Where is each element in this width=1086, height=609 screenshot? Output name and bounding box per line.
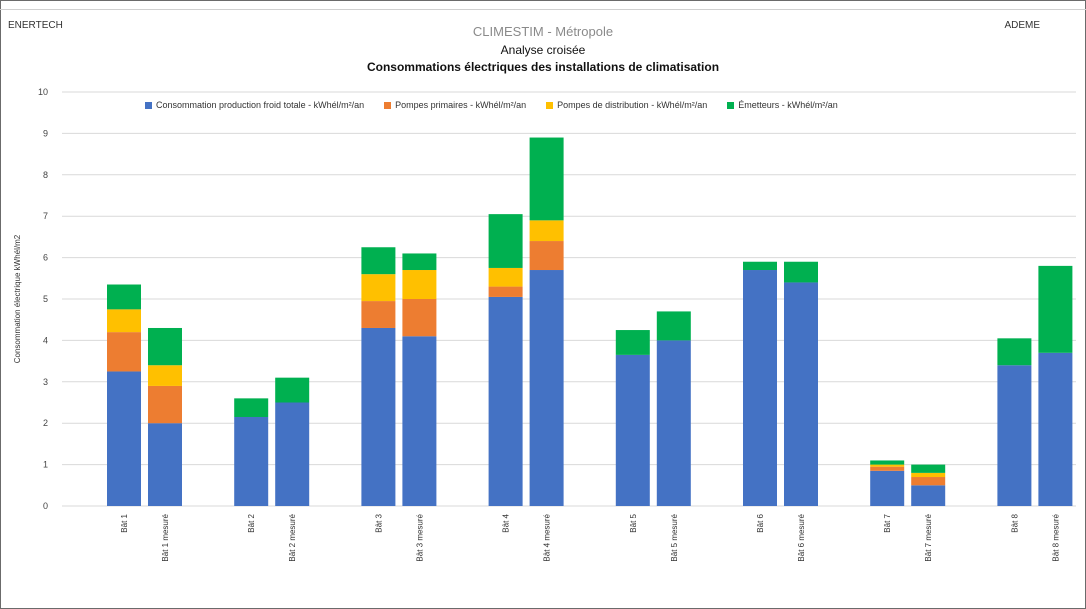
bar-segment [402,253,437,271]
legend-swatch [384,101,392,109]
bar-segment [1038,352,1073,506]
bar-segment [107,332,141,372]
y-tick-label: 1 [43,460,48,470]
y-tick-label: 3 [43,377,48,387]
bar-segment [911,464,946,473]
bar-segment [997,365,1032,506]
bar-segment [1038,265,1073,353]
x-tick-label: Bât 7 mesuré [924,513,933,561]
bar-segment [107,371,141,506]
bar-segment [361,247,396,275]
bar-segment [488,296,523,506]
y-tick-label: 9 [43,128,48,138]
legend-item: Émetteurs - kWhél/m²/an [727,100,838,110]
x-tick-label: Bât 2 [247,513,256,532]
bar-segment [234,398,269,417]
bar-segment [361,301,396,328]
legend-label: Pompes de distribution - kWhél/m²/an [557,100,708,110]
bar-segment [529,241,564,271]
bar-segment [107,309,141,333]
bar-segment [402,270,437,299]
x-tick-label: Bât 4 mesuré [543,513,552,561]
bar-segment [361,327,396,506]
bar-segment [529,137,564,221]
x-tick-label: Bât 1 mesuré [161,513,170,561]
app-title: CLIMESTIM - Métropole [472,24,614,39]
bar-segment [107,284,141,310]
bar-segment [615,330,650,355]
bar-segment [488,214,523,268]
y-tick-label: 6 [43,253,48,263]
bar-segment [997,338,1032,366]
bar-segment [615,354,650,506]
x-tick-label: Bât 6 [756,513,765,532]
legend-item: Pompes primaires - kWhél/m²/an [384,100,526,110]
bar-segment [275,402,310,506]
legend-swatch [727,101,735,109]
bar-segment [743,261,777,271]
y-tick-label: 8 [43,170,48,180]
y-tick-label: 7 [43,211,48,221]
bar-segment [402,299,437,337]
bar-segment [234,416,269,506]
chart-subtitle: Analyse croisée [500,43,586,57]
bar-segment [911,472,946,478]
bar-segment [529,220,564,242]
legend-label: Émetteurs - kWhél/m²/an [738,100,838,110]
bar-segment [870,466,905,471]
x-tick-label: Bât 1 [120,513,129,532]
right-header-label: ADEME [1004,20,1040,31]
top-divider [0,9,1086,10]
bar-segment [148,327,182,366]
legend-label: Pompes primaires - kWhél/m²/an [395,100,527,110]
y-tick-label: 2 [43,418,48,428]
y-axis-label: Consommation électrique kWhél/m2 [13,234,22,363]
bar-segment [656,340,691,506]
bar-segment [911,485,946,506]
legend-item: Pompes de distribution - kWhél/m²/an [546,100,707,110]
x-tick-label: Bât 4 [502,513,511,532]
x-tick-label: Bât 3 mesuré [415,513,424,561]
bar-segment [275,377,310,403]
bar-segment [656,311,691,341]
bar-segment [870,464,905,467]
x-tick-label: Bât 8 mesuré [1051,513,1060,561]
bar-segment [148,423,182,506]
x-tick-label: Bât 6 mesuré [797,513,806,561]
y-tick-label: 5 [43,294,48,304]
bar-segment [911,477,946,486]
x-tick-label: Bât 3 [374,513,383,532]
y-tick-label: 4 [43,335,48,345]
legend-item: Consommation production froid totale - k… [145,100,364,110]
bar-segment [743,270,777,506]
bar-segment [784,261,818,283]
x-tick-label: Bât 8 [1010,513,1019,532]
chart-legend: Consommation production froid totale - k… [145,100,838,110]
bar-segment [402,336,437,506]
x-tick-label: Bât 7 [883,513,892,532]
legend-label: Consommation production froid totale - k… [156,100,365,110]
bar-segment [870,460,905,465]
y-tick-label: 10 [38,87,48,97]
bar-segment [148,385,182,424]
x-tick-label: Bât 5 [629,513,638,532]
chart-title: Consommations électriques des installati… [366,60,720,74]
bar-segment [488,267,523,287]
bar-segment [870,470,905,506]
left-header-label: ENERTECH [8,20,63,31]
x-tick-label: Bât 2 mesuré [288,513,297,561]
bar-segment [488,286,523,297]
bar-segment [529,270,564,506]
bar-segment [148,365,182,386]
legend-swatch [546,101,554,109]
bar-segment [784,282,818,506]
bar-segment [361,274,396,302]
y-tick-label: 0 [43,501,48,511]
x-tick-label: Bât 5 mesuré [670,513,679,561]
legend-swatch [145,101,152,109]
